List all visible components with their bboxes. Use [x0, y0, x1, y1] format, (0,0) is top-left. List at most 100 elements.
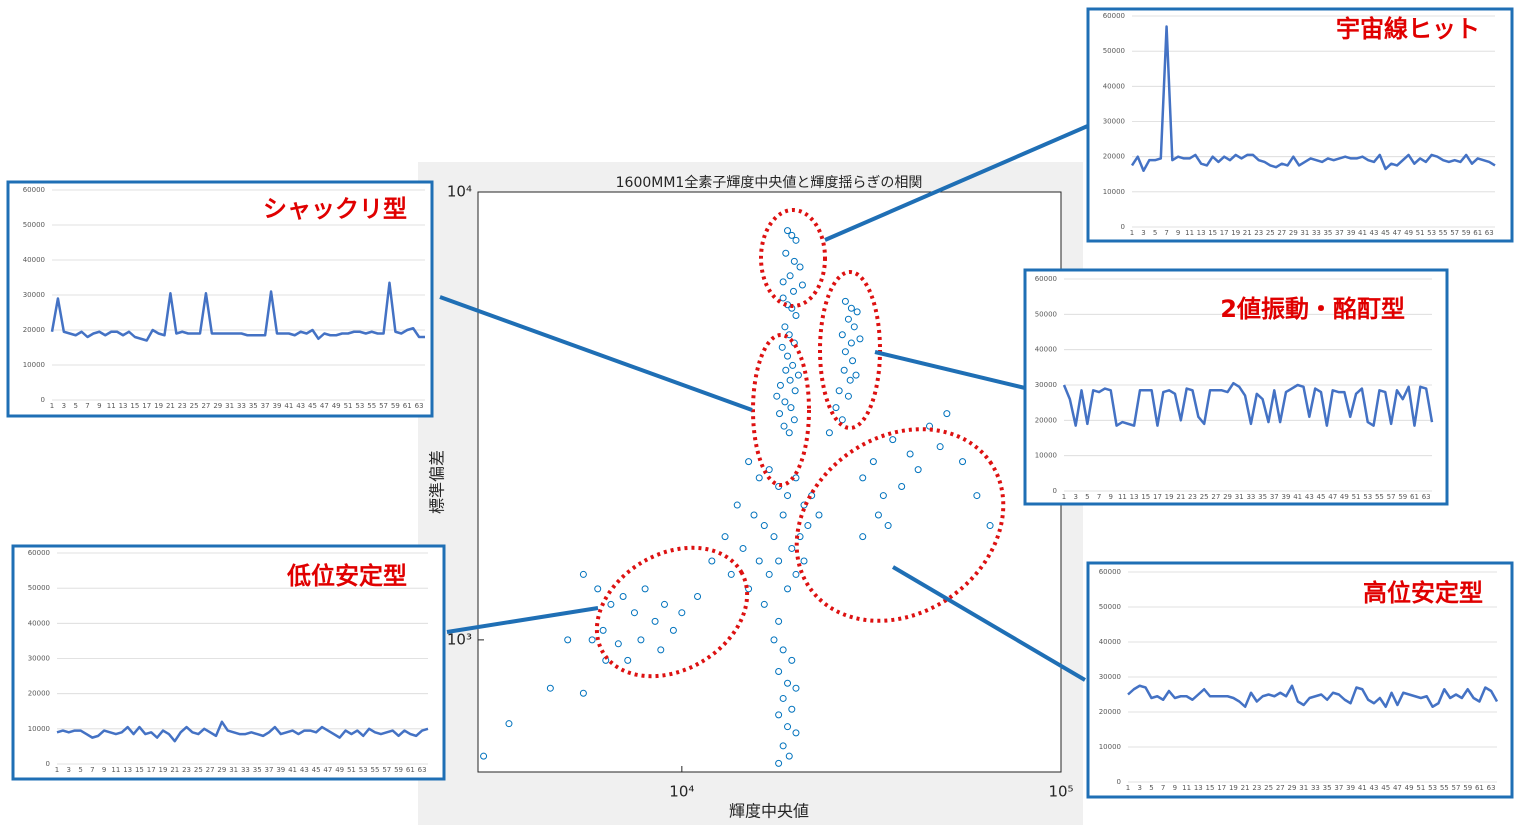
- scatter-point: [779, 511, 787, 519]
- y-tick-label: 10³: [447, 630, 472, 648]
- scatter-point: [785, 429, 793, 437]
- scatter-point: [779, 694, 787, 702]
- scatter-point: [760, 522, 768, 530]
- x-tick-label: 59: [391, 402, 400, 410]
- x-tick-label: 47: [323, 766, 332, 774]
- x-tick-label: 39: [1346, 229, 1355, 237]
- x-tick-label: 23: [182, 766, 191, 774]
- scatter-point: [782, 249, 790, 257]
- x-tick-label: 9: [102, 766, 106, 774]
- x-tick-label: 31: [1235, 493, 1244, 501]
- x-tick-label: 21: [166, 402, 175, 410]
- x-tick-label: 21: [1176, 493, 1185, 501]
- x-tick-label: 10⁴: [669, 783, 694, 801]
- connector: [874, 350, 1026, 390]
- x-tick-label: 53: [355, 402, 364, 410]
- inset-title: シャックリ型: [263, 195, 407, 223]
- scatter-point: [973, 492, 981, 500]
- x-tick-label: 15: [1208, 229, 1217, 237]
- x-tick-label: 53: [1427, 229, 1436, 237]
- line-series: [1127, 684, 1499, 708]
- x-tick-label: 39: [273, 402, 282, 410]
- x-tick-label: 45: [308, 402, 317, 410]
- x-tick-label: 17: [142, 402, 151, 410]
- x-tick-label: 21: [170, 766, 179, 774]
- scatter-point: [794, 371, 802, 379]
- x-tick-label: 3: [1137, 784, 1141, 792]
- x-tick-label: 49: [1405, 784, 1414, 792]
- connector: [891, 565, 1087, 682]
- scatter-point: [832, 404, 840, 412]
- x-tick-label: 13: [123, 766, 132, 774]
- scatter-point: [943, 410, 951, 418]
- x-axis-label: 輝度中央値: [729, 802, 809, 821]
- scatter-point: [784, 352, 792, 360]
- x-tick-label: 11: [1185, 229, 1194, 237]
- scatter-point: [779, 646, 787, 654]
- x-tick-label: 35: [1323, 229, 1332, 237]
- scatter-point: [733, 501, 741, 509]
- y-tick-label: 50000: [1103, 47, 1125, 55]
- x-tick-label: 29: [1289, 229, 1298, 237]
- x-tick-label: 25: [190, 402, 199, 410]
- inset-title: 低位安定型: [286, 562, 407, 590]
- x-tick-label: 57: [1387, 493, 1396, 501]
- x-tick-label: 27: [1211, 493, 1220, 501]
- y-tick-label: 10000: [23, 361, 45, 369]
- scatter-point: [781, 398, 789, 406]
- scatter-point: [869, 458, 877, 466]
- x-tick-label: 19: [154, 402, 163, 410]
- x-tick-label: 49: [335, 766, 344, 774]
- scatter-point: [599, 626, 607, 634]
- x-tick-label: 61: [403, 402, 412, 410]
- scatter-point: [765, 466, 773, 474]
- scatter-point: [630, 609, 638, 617]
- x-tick-label: 7: [1164, 229, 1168, 237]
- x-tick-label: 49: [1404, 229, 1413, 237]
- scatter-point: [788, 705, 796, 713]
- scatter-point: [678, 609, 686, 617]
- scatter-point: [847, 304, 855, 312]
- x-tick-label: 5: [1153, 229, 1157, 237]
- scatter-point: [914, 466, 922, 474]
- x-tick-label: 63: [1422, 493, 1431, 501]
- scatter-point: [789, 287, 797, 295]
- scatter-point: [784, 492, 792, 500]
- x-tick-label: 25: [1266, 229, 1275, 237]
- x-tick-label: 3: [62, 402, 66, 410]
- x-tick-label: 57: [382, 766, 391, 774]
- scatter-point: [850, 323, 858, 331]
- scatter-point: [760, 600, 768, 608]
- scatter-point: [619, 592, 627, 600]
- scatter-point: [579, 689, 587, 697]
- scatter-point: [564, 636, 572, 644]
- x-tick-label: 17: [147, 766, 156, 774]
- x-tick-label: 7: [1161, 784, 1165, 792]
- x-tick-label: 59: [1398, 493, 1407, 501]
- annotation-ellipses: [594, 208, 1006, 679]
- x-tick-label: 29: [1288, 784, 1297, 792]
- scatter-point: [588, 636, 596, 644]
- scatter-point: [505, 720, 513, 728]
- x-tick-label: 63: [415, 402, 424, 410]
- scatter-point: [936, 443, 944, 451]
- connectors: [439, 123, 1091, 682]
- x-tick-label: 37: [1335, 229, 1344, 237]
- scatter-point: [986, 522, 994, 530]
- x-tick-label: 1: [1126, 784, 1130, 792]
- scatter-point: [859, 474, 867, 482]
- scatter-point: [804, 522, 812, 530]
- x-tick-label: 55: [1439, 229, 1448, 237]
- x-tick-label: 59: [1462, 229, 1471, 237]
- x-tick-label: 41: [1358, 229, 1367, 237]
- scatter-point: [781, 323, 789, 331]
- scatter-point: [779, 742, 787, 750]
- x-tick-label: 59: [394, 766, 403, 774]
- x-tick-label: 23: [1254, 229, 1263, 237]
- y-tick-label: 30000: [23, 291, 45, 299]
- inset-title: 宇宙線ヒット: [1336, 15, 1480, 43]
- x-tick-label: 63: [1485, 229, 1494, 237]
- inset-frame: [11, 544, 446, 781]
- scatter-point: [594, 585, 602, 593]
